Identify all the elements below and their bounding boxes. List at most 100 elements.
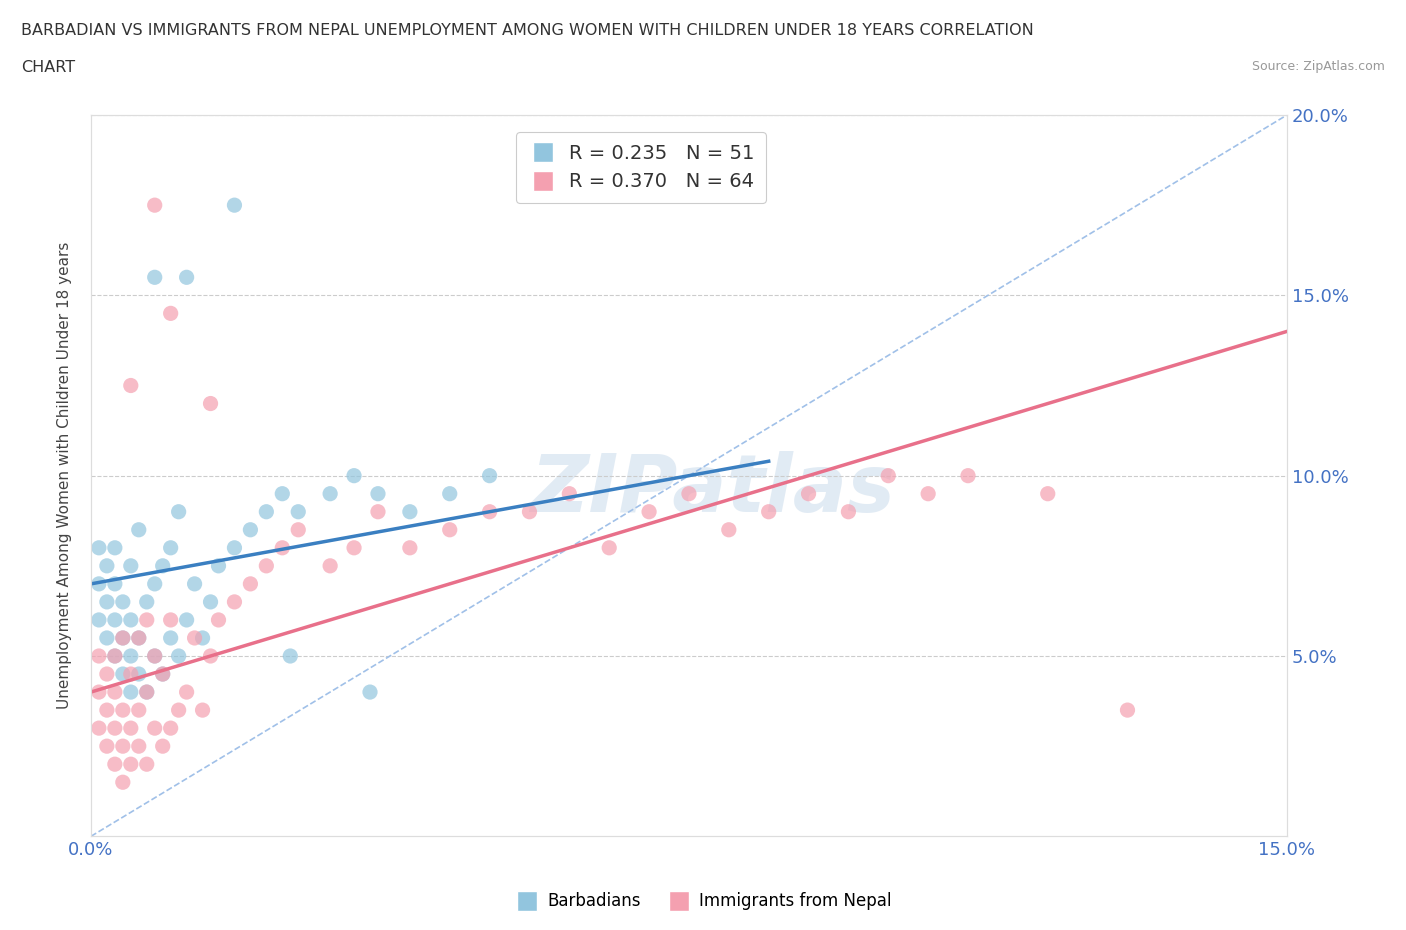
Point (128, 523, 150, 538)
Point (104, 613, 127, 628)
Point (797, 486, 820, 501)
Point (128, 667, 150, 682)
Point (143, 270, 166, 285)
Point (598, 540, 620, 555)
Point (128, 631, 150, 645)
Text: CHART: CHART (21, 60, 75, 75)
Point (87, 684, 110, 699)
Point (183, 631, 205, 645)
Point (96, 667, 118, 682)
Point (678, 486, 700, 501)
Point (167, 504, 190, 519)
Point (176, 270, 198, 285)
Point (287, 504, 309, 519)
Point (917, 486, 939, 501)
Point (207, 613, 229, 628)
Point (399, 504, 422, 519)
Point (104, 540, 127, 555)
Point (176, 684, 198, 699)
Point (159, 721, 181, 736)
Point (143, 648, 166, 663)
Point (96, 738, 118, 753)
Point (120, 667, 142, 682)
Point (152, 667, 174, 682)
Point (135, 684, 157, 699)
Point (167, 648, 190, 663)
Point (1116, 703, 1139, 718)
Point (152, 738, 174, 753)
Point (758, 504, 780, 519)
Point (111, 738, 134, 753)
Point (159, 631, 181, 645)
Point (343, 540, 366, 555)
Legend: R = 0.235   N = 51, R = 0.370   N = 64: R = 0.235 N = 51, R = 0.370 N = 64 (516, 132, 766, 203)
Point (143, 577, 166, 591)
Point (135, 613, 157, 628)
Point (143, 648, 166, 663)
Point (439, 523, 461, 538)
Point (111, 775, 134, 790)
Point (200, 594, 222, 609)
Point (87, 577, 110, 591)
Point (1036, 486, 1059, 501)
Point (176, 613, 198, 628)
Point (224, 594, 246, 609)
Point (343, 468, 366, 483)
Point (135, 684, 157, 699)
Point (367, 504, 389, 519)
Point (96, 558, 118, 573)
Point (956, 468, 979, 483)
Point (120, 379, 142, 393)
Point (278, 648, 301, 663)
Point (254, 558, 277, 573)
Text: BARBADIAN VS IMMIGRANTS FROM NEPAL UNEMPLOYMENT AMONG WOMEN WITH CHILDREN UNDER : BARBADIAN VS IMMIGRANTS FROM NEPAL UNEMP… (21, 23, 1033, 38)
Point (143, 721, 166, 736)
Point (439, 486, 461, 501)
Point (167, 703, 190, 718)
Point (152, 558, 174, 573)
Point (638, 504, 661, 519)
Point (111, 667, 134, 682)
Point (104, 648, 127, 663)
Point (271, 486, 294, 501)
Point (319, 558, 342, 573)
Point (111, 631, 134, 645)
Legend: Barbadians, Immigrants from Nepal: Barbadians, Immigrants from Nepal (508, 885, 898, 917)
Point (191, 631, 214, 645)
Point (191, 703, 214, 718)
Point (224, 540, 246, 555)
Point (152, 667, 174, 682)
Point (159, 540, 181, 555)
Point (478, 504, 501, 519)
Point (120, 757, 142, 772)
Text: ZIPatlas: ZIPatlas (530, 451, 896, 529)
Point (159, 306, 181, 321)
Point (96, 703, 118, 718)
Point (104, 577, 127, 591)
Point (558, 486, 581, 501)
Point (319, 486, 342, 501)
Point (519, 504, 541, 519)
Point (135, 757, 157, 772)
Point (135, 594, 157, 609)
Point (224, 198, 246, 213)
Point (837, 504, 859, 519)
Point (104, 684, 127, 699)
Point (87, 648, 110, 663)
Point (478, 468, 501, 483)
Point (717, 523, 740, 538)
Point (143, 198, 166, 213)
Point (287, 523, 309, 538)
Point (128, 631, 150, 645)
Point (239, 523, 262, 538)
Point (207, 558, 229, 573)
Point (254, 504, 277, 519)
Point (159, 613, 181, 628)
Point (367, 486, 389, 501)
Point (200, 396, 222, 411)
Point (183, 577, 205, 591)
Point (200, 648, 222, 663)
Text: Source: ZipAtlas.com: Source: ZipAtlas.com (1251, 60, 1385, 73)
Point (399, 540, 422, 555)
Point (96, 594, 118, 609)
